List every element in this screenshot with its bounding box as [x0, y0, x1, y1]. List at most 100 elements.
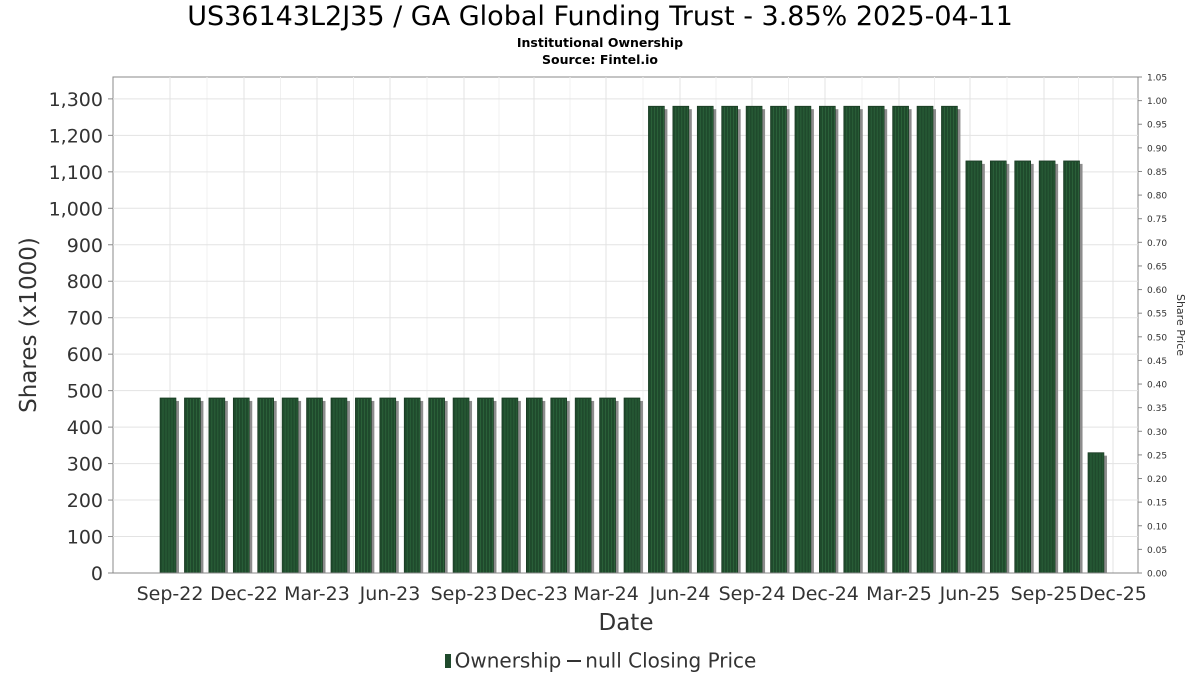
ownership-bar [477, 397, 494, 574]
y2-tick-label: 0.60 [1147, 286, 1167, 296]
legend: Ownership null Closing Price [0, 647, 1200, 673]
y-axis-title: Shares (x1000) [16, 237, 42, 413]
ownership-bar [184, 397, 201, 574]
ownership-bar [867, 105, 885, 574]
y-tick-label: 300 [67, 454, 103, 476]
ownership-bar [550, 397, 568, 574]
ownership-bar [306, 397, 323, 574]
x-axis-title: Date [599, 610, 654, 636]
chart-subtitle: Institutional Ownership [516, 35, 684, 50]
y2-tick-label: 0.40 [1147, 381, 1167, 391]
ownership-bar [1038, 160, 1056, 574]
ownership-bar [330, 397, 348, 574]
y2-tick-label: 0.85 [1147, 168, 1167, 178]
y2-tick-label: 0.90 [1147, 144, 1167, 154]
x-tick-label: Sep-25 [1011, 583, 1078, 605]
y2-tick-label: 0.70 [1147, 239, 1167, 249]
y-tick-label: 0 [91, 563, 103, 585]
y-tick-label: 1,000 [49, 198, 103, 220]
y2-tick-label: 1.05 [1147, 74, 1167, 84]
legend-ownership-label: Ownership [454, 648, 562, 673]
x-tick-label: Mar-25 [866, 583, 932, 605]
y2-tick-label: 0.00 [1147, 570, 1167, 580]
ownership-bar [452, 397, 470, 574]
ownership-bar [379, 397, 397, 574]
y2-tick-label: 0.25 [1147, 451, 1167, 461]
y2-tick-label: 1.00 [1147, 97, 1167, 107]
ownership-bar [623, 397, 641, 574]
legend-ownership-swatch [443, 653, 451, 668]
y2-tick-label: 0.55 [1147, 310, 1167, 320]
x-tick-label: Jun-23 [359, 583, 421, 605]
ownership-bar [525, 397, 543, 574]
ownership-bar [232, 397, 250, 574]
ownership-bar [208, 397, 226, 574]
x-tick-label: Mar-23 [284, 583, 350, 605]
y-tick-label: 400 [67, 417, 103, 439]
x-tick-label: Dec-22 [210, 583, 278, 605]
y2-tick-label: 0.15 [1147, 499, 1167, 509]
legend-price-line [567, 659, 582, 662]
ownership-bar [403, 397, 421, 574]
ownership-bar [794, 105, 812, 574]
y2-tick-label: 0.75 [1147, 215, 1167, 225]
ownership-bar [721, 105, 738, 574]
y2-tick-label: 0.20 [1147, 475, 1167, 485]
ownership-bar [941, 105, 958, 574]
y-tick-label: 900 [67, 235, 103, 257]
x-tick-label: Dec-25 [1079, 583, 1147, 605]
y-tick-label: 1,200 [49, 125, 103, 147]
ownership-bar [770, 105, 787, 574]
ownership-bar [696, 105, 714, 574]
y2-tick-label: 0.05 [1147, 546, 1167, 556]
ownership-bar [1063, 160, 1080, 574]
y-tick-label: 100 [67, 527, 103, 549]
ownership-bar [965, 160, 983, 574]
ownership-bar [159, 397, 177, 574]
ownership-bar [989, 160, 1007, 574]
x-tick-label: Sep-22 [137, 583, 204, 605]
ownership-bar [892, 105, 909, 574]
ownership-bar [819, 105, 836, 574]
ownership-bar [257, 397, 274, 574]
y2-tick-label: 0.10 [1147, 522, 1167, 532]
x-tick-label: Jun-24 [649, 583, 711, 605]
x-tick-label: Dec-23 [500, 583, 568, 605]
y2-tick-label: 0.80 [1147, 192, 1167, 202]
y-tick-label: 800 [67, 271, 103, 293]
y-tick-label: 700 [67, 308, 103, 330]
ownership-bar [672, 105, 690, 574]
ownership-bar [501, 397, 519, 574]
ownership-bar [1087, 452, 1105, 574]
y-tick-label: 1,100 [49, 162, 103, 184]
ownership-bar [355, 397, 372, 574]
x-tick-label: Jun-25 [939, 583, 1001, 605]
y-tick-label: 600 [67, 344, 103, 366]
legend-price-label: null Closing Price [585, 648, 757, 673]
y-tick-label: 1,300 [49, 89, 103, 111]
ownership-bar [648, 105, 665, 574]
y2-tick-label: 0.95 [1147, 121, 1167, 131]
ownership-bar [428, 397, 445, 574]
ownership-bar [843, 105, 861, 574]
x-tick-label: Dec-24 [791, 583, 859, 605]
y-tick-label: 200 [67, 490, 103, 512]
y2-axis-title: Share Price [1174, 294, 1187, 356]
y2-tick-label: 0.45 [1147, 357, 1167, 367]
y2-tick-label: 0.35 [1147, 404, 1167, 414]
y2-tick-label: 0.30 [1147, 428, 1167, 438]
y2-tick-label: 0.50 [1147, 333, 1167, 343]
ownership-bar [1014, 160, 1032, 574]
ownership-bar [916, 105, 934, 574]
y2-tick-label: 0.65 [1147, 262, 1167, 272]
chart-source: Source: Fintel.io [542, 52, 658, 67]
x-tick-label: Sep-23 [431, 583, 498, 605]
y-tick-label: 500 [67, 381, 103, 403]
ownership-bar [574, 397, 592, 574]
x-tick-label: Mar-24 [573, 583, 639, 605]
ownership-bar [745, 105, 763, 574]
chart-title: US36143L2J35 / GA Global Funding Trust -… [187, 1, 1013, 32]
x-tick-label: Sep-24 [719, 583, 786, 605]
ownership-bar [599, 397, 616, 574]
